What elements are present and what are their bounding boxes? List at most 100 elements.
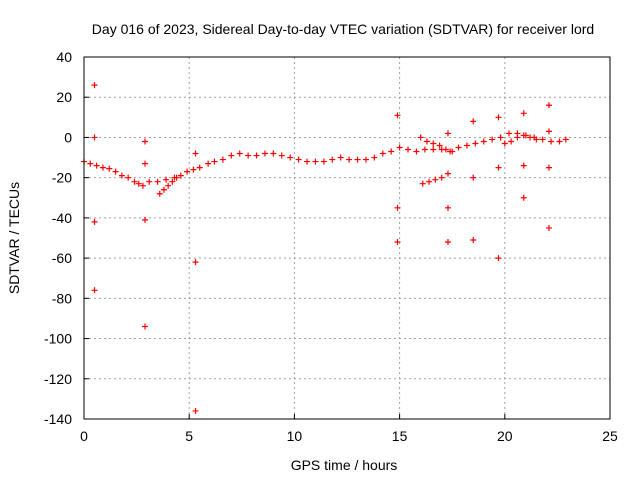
data-point bbox=[192, 407, 199, 414]
data-point bbox=[93, 162, 100, 169]
data-point bbox=[426, 178, 433, 185]
data-point bbox=[562, 136, 569, 143]
data-point bbox=[184, 168, 191, 175]
data-point bbox=[112, 168, 119, 175]
x-tick-label: 20 bbox=[497, 428, 513, 444]
data-point bbox=[312, 158, 319, 165]
grid bbox=[84, 57, 610, 419]
data-point bbox=[495, 114, 502, 121]
y-tick-label: -100 bbox=[44, 331, 72, 347]
data-point bbox=[533, 136, 540, 143]
data-point bbox=[125, 174, 132, 181]
data-point bbox=[87, 160, 94, 167]
data-point bbox=[413, 148, 420, 155]
y-tick-label: -140 bbox=[44, 411, 72, 427]
data-point bbox=[520, 132, 527, 139]
data-point bbox=[346, 156, 353, 163]
data-point bbox=[205, 160, 212, 167]
data-point bbox=[91, 287, 98, 294]
data-point bbox=[436, 142, 443, 149]
data-point bbox=[539, 136, 546, 143]
y-axis-title: SDTVAR / TECUs bbox=[6, 182, 22, 294]
data-point bbox=[520, 110, 527, 117]
data-point bbox=[146, 178, 153, 185]
data-point bbox=[165, 182, 172, 189]
data-point bbox=[304, 158, 311, 165]
data-point bbox=[99, 164, 106, 171]
data-point bbox=[506, 130, 513, 137]
data-point bbox=[472, 140, 479, 147]
y-tick-label: 0 bbox=[64, 129, 72, 145]
data-point bbox=[245, 152, 252, 159]
data-point bbox=[354, 156, 361, 163]
y-tick-label: -120 bbox=[44, 371, 72, 387]
data-point bbox=[295, 156, 302, 163]
data-point bbox=[228, 152, 235, 159]
data-point bbox=[556, 138, 563, 145]
y-tick-label: 20 bbox=[56, 89, 72, 105]
data-point bbox=[495, 164, 502, 171]
data-point bbox=[278, 152, 285, 159]
data-point bbox=[501, 140, 508, 147]
data-point bbox=[106, 165, 113, 172]
data-point bbox=[160, 186, 167, 193]
data-point bbox=[379, 150, 386, 157]
data-point bbox=[430, 140, 437, 147]
data-point bbox=[449, 148, 456, 155]
data-point bbox=[514, 134, 521, 141]
data-point bbox=[142, 216, 149, 223]
data-point bbox=[463, 142, 470, 149]
data-point bbox=[388, 148, 395, 155]
data-point bbox=[438, 174, 445, 181]
data-point bbox=[91, 134, 98, 141]
data-point bbox=[455, 144, 462, 151]
data-point bbox=[430, 146, 437, 153]
data-point bbox=[142, 138, 149, 145]
chart-title: Day 016 of 2023, Sidereal Day-to-day VTE… bbox=[92, 21, 594, 37]
data-point bbox=[219, 156, 226, 163]
data-point bbox=[142, 160, 149, 167]
data-point bbox=[91, 82, 98, 89]
data-point bbox=[520, 162, 527, 169]
data-point bbox=[91, 218, 98, 225]
x-tick-label: 25 bbox=[602, 428, 618, 444]
data-point bbox=[142, 323, 149, 330]
data-point bbox=[545, 224, 552, 231]
x-tick-label: 5 bbox=[185, 428, 193, 444]
data-point bbox=[261, 150, 268, 157]
data-point bbox=[118, 172, 125, 179]
data-point bbox=[417, 134, 424, 141]
data-point bbox=[177, 172, 184, 179]
data-point bbox=[470, 237, 477, 244]
data-point bbox=[287, 154, 294, 161]
x-tick-label: 15 bbox=[392, 428, 408, 444]
data-point bbox=[154, 178, 161, 185]
data-point bbox=[545, 128, 552, 135]
data-point bbox=[320, 158, 327, 165]
data-point bbox=[394, 239, 401, 246]
data-point bbox=[444, 170, 451, 177]
data-point bbox=[442, 146, 449, 153]
data-point bbox=[432, 176, 439, 183]
data-point bbox=[131, 178, 138, 185]
data-point bbox=[192, 150, 199, 157]
data-point bbox=[337, 154, 344, 161]
data-points bbox=[81, 82, 569, 414]
data-point bbox=[394, 204, 401, 211]
data-point bbox=[362, 156, 369, 163]
data-point bbox=[405, 146, 412, 153]
data-point bbox=[329, 156, 336, 163]
data-point bbox=[527, 134, 534, 141]
data-point bbox=[190, 166, 197, 173]
data-point bbox=[270, 150, 277, 157]
data-point bbox=[394, 112, 401, 119]
plot-frame bbox=[83, 56, 611, 420]
data-point bbox=[421, 146, 428, 153]
x-tick-label: 0 bbox=[80, 428, 88, 444]
y-tick-label: -40 bbox=[52, 210, 72, 226]
data-point bbox=[480, 138, 487, 145]
y-tick-label: -80 bbox=[52, 290, 72, 306]
data-point bbox=[495, 255, 502, 262]
